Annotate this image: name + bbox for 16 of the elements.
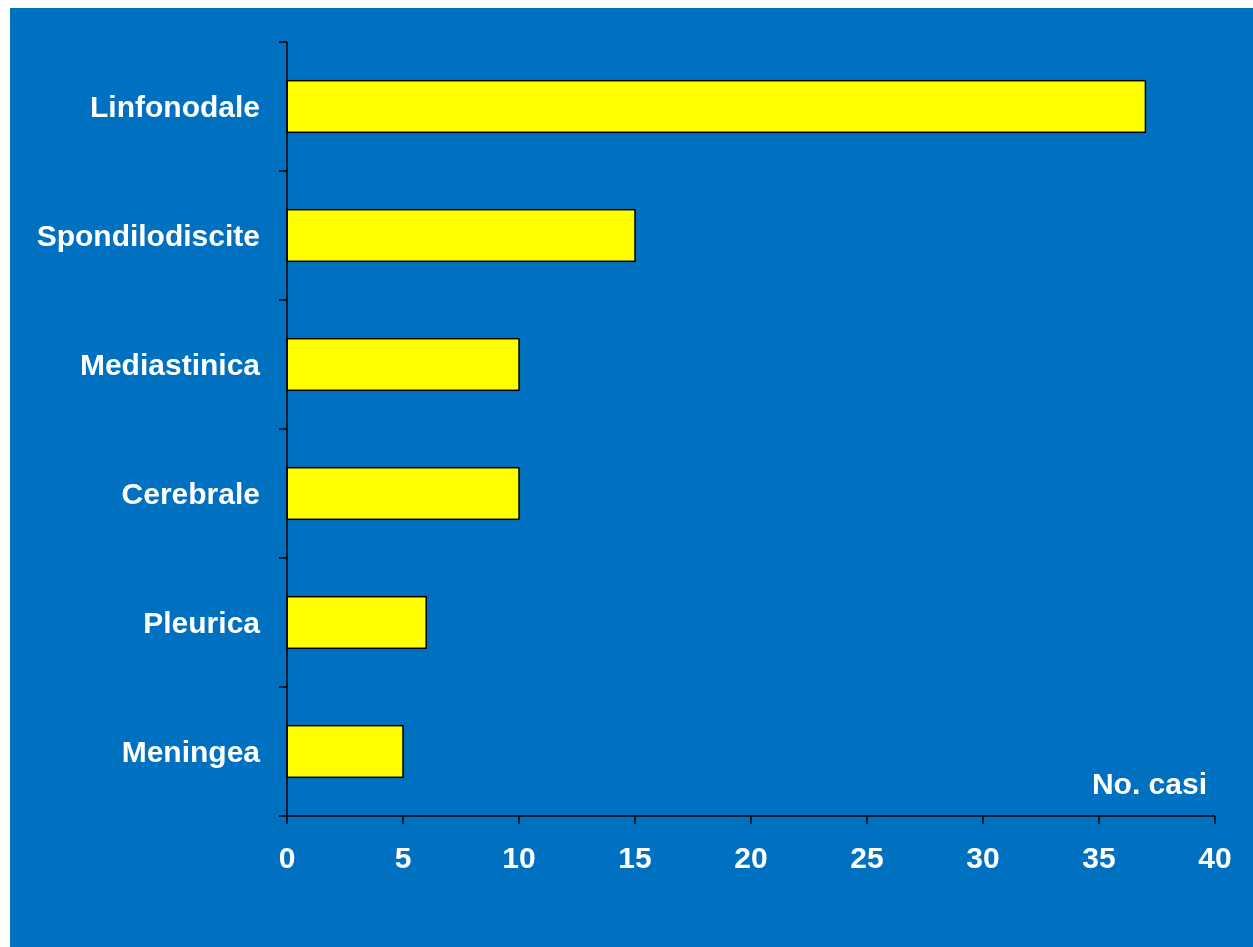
y-tick-label: Cerebrale [121,477,260,510]
y-tick-label: Linfonodale [90,90,260,123]
x-tick-label: 30 [966,841,1000,874]
x-tick-label: 35 [1082,841,1116,874]
y-tick-label: Pleurica [143,606,261,639]
x-tick-label: 15 [618,841,652,874]
x-axis-title: No. casi [1091,767,1207,800]
y-tick-label: Spondilodiscite [36,219,260,252]
x-tick-label: 40 [1198,841,1232,874]
x-tick-label: 5 [394,841,412,874]
x-tick-label: 10 [502,841,536,874]
y-tick-label: Meningea [121,735,261,768]
x-tick-label: 0 [278,841,296,874]
y-tick-label: Mediastinica [79,348,261,381]
x-tick-label: 20 [734,841,768,874]
x-tick-label: 25 [850,841,884,874]
